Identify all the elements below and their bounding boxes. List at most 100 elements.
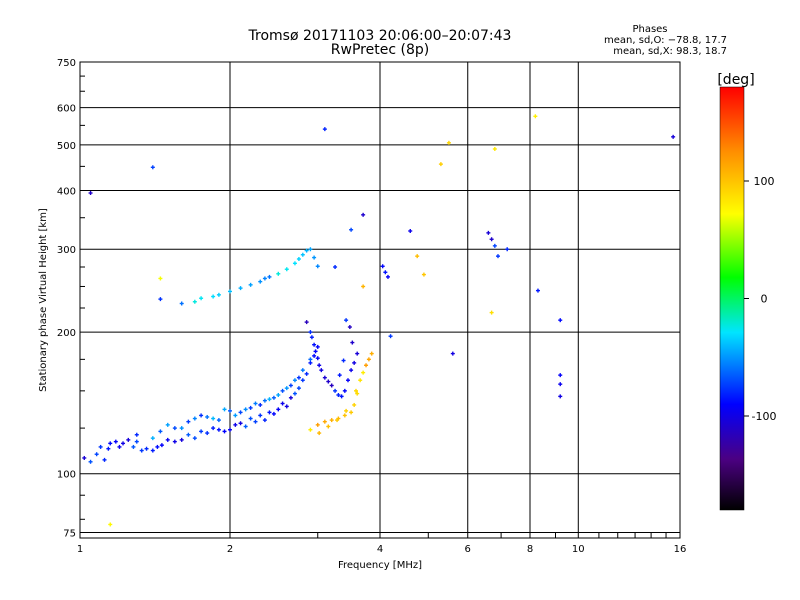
- echo-point: [312, 342, 317, 347]
- echo-point: [271, 395, 276, 400]
- echo-point: [108, 441, 113, 446]
- echo-point: [347, 325, 352, 330]
- echo-point: [366, 357, 371, 362]
- echo-point: [216, 427, 221, 432]
- echo-point: [228, 408, 232, 413]
- echo-point: [271, 411, 276, 416]
- echo-point: [284, 386, 289, 391]
- echo-point: [300, 252, 305, 257]
- plot-frame: [79, 61, 681, 539]
- echo-point: [211, 294, 216, 299]
- echo-point: [495, 254, 500, 259]
- echo-point: [358, 378, 363, 383]
- echo-point: [304, 320, 309, 325]
- echo-point: [315, 264, 320, 269]
- echo-point: [492, 146, 497, 151]
- echo-point: [172, 426, 177, 431]
- echo-point: [326, 424, 331, 429]
- echo-point: [248, 282, 253, 287]
- echo-point: [309, 335, 314, 340]
- echo-point: [186, 419, 191, 424]
- x-tick-label: 1: [77, 544, 83, 555]
- echo-point: [312, 353, 317, 358]
- echo-point: [308, 427, 313, 432]
- echo-point: [228, 427, 232, 432]
- phases-x-stats: mean, sd,X: 98.3, 18.7: [613, 46, 727, 57]
- echo-point: [341, 358, 346, 363]
- echo-point: [337, 373, 342, 378]
- echo-point: [192, 436, 197, 441]
- echo-point: [211, 416, 216, 421]
- echo-point: [292, 378, 297, 383]
- y-tick-labels: 75 100 200 300 400 500 600 750: [57, 58, 76, 539]
- echo-point: [144, 446, 149, 451]
- echo-point: [317, 363, 322, 368]
- echo-point: [300, 368, 305, 373]
- echo-point: [535, 288, 540, 293]
- echo-point: [179, 301, 184, 306]
- colorbar: [719, 86, 745, 511]
- echo-point: [276, 392, 281, 397]
- echo-point: [258, 413, 263, 418]
- phases-o-stats: mean, sd,O: −78.8, 17.7: [604, 35, 727, 46]
- echo-point: [253, 419, 258, 424]
- echo-point: [155, 444, 160, 449]
- echo-point: [192, 416, 197, 421]
- echo-point: [131, 444, 136, 449]
- echo-point: [139, 448, 144, 453]
- colorbar-tick-label: 0: [761, 293, 768, 306]
- echo-point: [199, 429, 204, 434]
- echo-point: [172, 439, 177, 444]
- echo-point: [280, 388, 285, 393]
- echo-point: [258, 279, 263, 284]
- echo-point: [113, 439, 118, 444]
- echo-point: [558, 373, 563, 378]
- echo-point: [369, 351, 374, 356]
- echo-point: [315, 422, 320, 427]
- y-tick-label: 400: [57, 186, 76, 197]
- chart-subtitle: RwPretec (8p): [331, 42, 429, 58]
- echo-point: [322, 419, 327, 424]
- echo-point: [533, 114, 538, 119]
- echo-point: [319, 368, 324, 373]
- echo-point: [158, 276, 163, 281]
- echo-point: [186, 432, 191, 437]
- echo-point: [98, 444, 103, 449]
- echo-point: [179, 437, 184, 442]
- x-tick-label: 8: [527, 544, 533, 555]
- echo-point: [486, 230, 491, 235]
- echo-point: [296, 375, 301, 380]
- echo-point: [199, 413, 204, 418]
- echo-point: [421, 272, 426, 277]
- echo-point: [558, 394, 563, 399]
- echo-point: [262, 398, 267, 403]
- echo-point: [108, 522, 113, 527]
- echo-point: [671, 134, 676, 139]
- echo-point: [322, 127, 327, 132]
- echo-points: [82, 114, 676, 527]
- echo-point: [243, 424, 248, 429]
- y-tick-label: 75: [63, 528, 76, 539]
- echo-point: [296, 256, 301, 261]
- echo-point: [262, 418, 267, 423]
- echo-point: [353, 388, 358, 393]
- colorbar-label: [deg]: [717, 72, 754, 88]
- chart-title: Tromsø 20171103 20:06:00–20:07:43: [248, 28, 512, 44]
- echo-point: [238, 286, 243, 291]
- echo-point: [267, 410, 272, 415]
- y-tick-label: 100: [57, 470, 76, 481]
- echo-point: [258, 402, 263, 407]
- echo-point: [106, 446, 111, 451]
- echo-point: [349, 410, 354, 415]
- echo-point: [276, 407, 281, 412]
- echo-point: [238, 410, 243, 415]
- echo-point: [243, 407, 248, 412]
- echo-point: [505, 247, 510, 252]
- echo-point: [361, 284, 366, 289]
- echo-point: [228, 289, 232, 294]
- echo-point: [415, 254, 420, 259]
- echo-point: [342, 388, 347, 393]
- grid-lines: [79, 61, 681, 538]
- colorbar-ticks: 100 0 -100: [744, 175, 776, 423]
